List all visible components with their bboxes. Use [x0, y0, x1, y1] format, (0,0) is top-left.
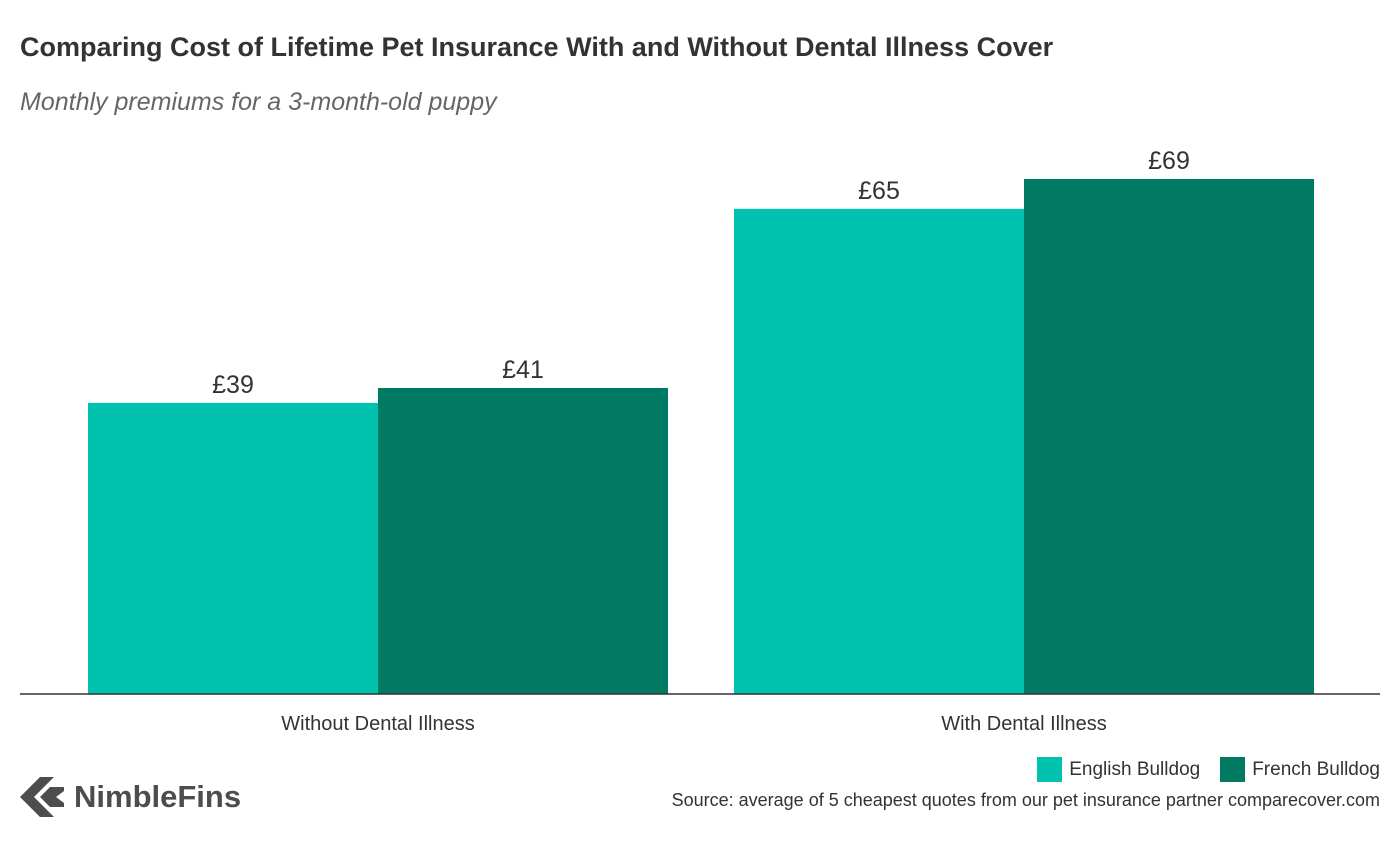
value-labels-layer: £39 £41 £65 £69	[212, 147, 1190, 399]
legend-item-french-bulldog: French Bulldog	[1220, 757, 1380, 782]
chart-subtitle: Monthly premiums for a 3-month-old puppy	[20, 88, 497, 116]
legend-label-english-bulldog: English Bulldog	[1069, 758, 1201, 780]
category-labels-layer: Without Dental Illness With Dental Illnes…	[281, 713, 1107, 735]
bar-english-bulldog-without-dental-illness	[88, 402, 378, 694]
chart-title: Comparing Cost of Lifetime Pet Insurance…	[20, 32, 1054, 62]
category-label-with-dental-illness: With Dental Illness	[941, 713, 1107, 735]
bar-english-bulldog-with-dental-illness	[734, 208, 1024, 694]
legend-item-english-bulldog: English Bulldog	[1037, 757, 1200, 782]
bar-french-bulldog-with-dental-illness	[1024, 179, 1314, 694]
category-label-without-dental-illness: Without Dental Illness	[281, 713, 474, 735]
source-note: Source: average of 5 cheapest quotes fro…	[671, 790, 1380, 810]
chart-legend: English Bulldog French Bulldog	[1017, 757, 1380, 782]
nimblefins-logo-icon	[20, 777, 64, 817]
bars-layer	[88, 179, 1314, 694]
bar-french-bulldog-without-dental-illness	[378, 387, 668, 694]
brand-logo: NimbleFins	[20, 772, 241, 822]
legend-swatch-french-bulldog	[1220, 757, 1246, 782]
legend-label-french-bulldog: French Bulldog	[1252, 758, 1380, 780]
data-label-french-bulldog-with-dental-illness: £69	[1148, 147, 1190, 175]
legend-swatch-english-bulldog	[1037, 757, 1063, 782]
bar-chart: £39 £41 £65 £69 Without Dental Illness With …	[20, 147, 1380, 735]
data-label-english-bulldog-without-dental-illness: £39	[212, 371, 254, 399]
data-label-french-bulldog-without-dental-illness: £41	[502, 356, 544, 384]
data-label-english-bulldog-with-dental-illness: £65	[858, 177, 900, 205]
brand-name: NimbleFins	[74, 779, 242, 814]
